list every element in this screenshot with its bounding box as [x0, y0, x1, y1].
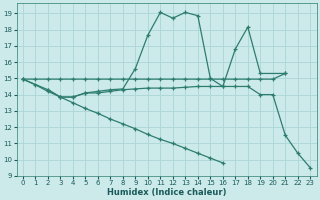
X-axis label: Humidex (Indice chaleur): Humidex (Indice chaleur): [107, 188, 226, 197]
